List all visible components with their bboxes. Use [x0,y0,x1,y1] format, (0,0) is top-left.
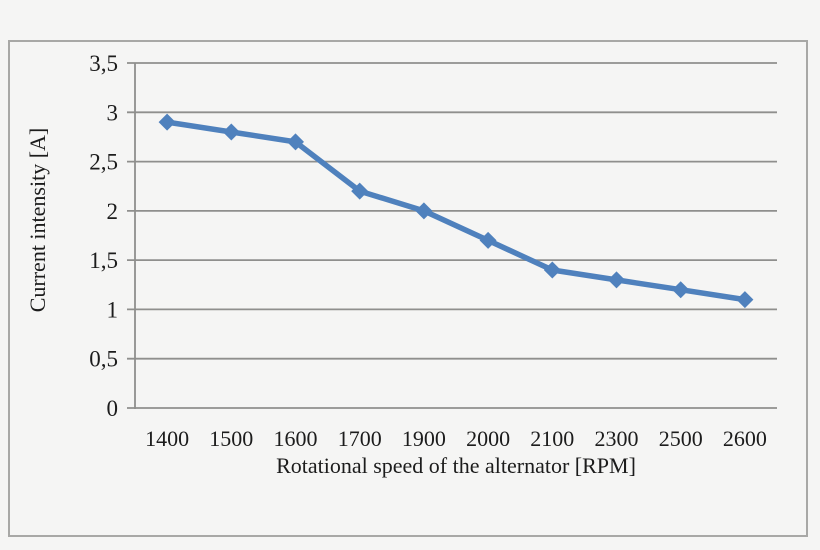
x-tick-label: 2000 [466,426,510,451]
line-chart: 0 0,5 1 1,5 2 2,5 3 3,5 1400 1500 1600 1700 1900 2000… [89,51,777,451]
data-point-marker [543,261,561,279]
data-point-marker [479,231,497,249]
data-point-marker [287,133,304,151]
x-tick-label: 1900 [402,426,446,451]
y-tick-label: 0 [107,396,119,421]
x-tick-label: 2100 [530,426,574,451]
y-tick-label: 2,5 [89,150,118,175]
x-tick-label: 1700 [338,426,382,451]
x-tick-label: 2600 [723,426,767,451]
data-point-marker [608,271,625,289]
x-tick-labels-group: 1400 1500 1600 1700 1900 2000 2100 2300 2500 2600 [145,426,767,451]
x-tick-label: 1400 [145,426,189,451]
y-tick-labels-group: 0 0,5 1 1,5 2 2,5 3 3,5 [89,51,118,421]
x-tick-label: 2300 [595,426,639,451]
x-axis-title: Rotational speed of the alternator [RPM] [276,453,636,478]
data-point-marker [222,123,240,141]
y-tick-label: 0,5 [89,347,118,372]
data-point-marker [158,113,176,131]
x-tick-label: 2500 [659,426,703,451]
y-tick-label: 3 [107,100,119,125]
y-axis-title: Current intensity [A] [25,127,50,313]
data-point-marker [672,281,690,299]
data-line [164,119,748,303]
y-tick-label: 1,5 [89,248,118,273]
data-markers-group [158,113,754,309]
data-point-marker [351,182,369,200]
data-point-marker [736,291,754,309]
x-tick-label: 1500 [209,426,253,451]
chart-frame: 0 0,5 1 1,5 2 2,5 3 3,5 1400 1500 1600 1700 1900 2000… [8,40,808,537]
x-tick-label: 1600 [274,426,318,451]
y-tick-label: 3,5 [89,51,118,76]
y-tick-label: 1 [107,297,119,322]
gridlines-group [127,62,777,409]
y-tick-label: 2 [107,199,119,224]
data-point-marker [415,202,433,220]
